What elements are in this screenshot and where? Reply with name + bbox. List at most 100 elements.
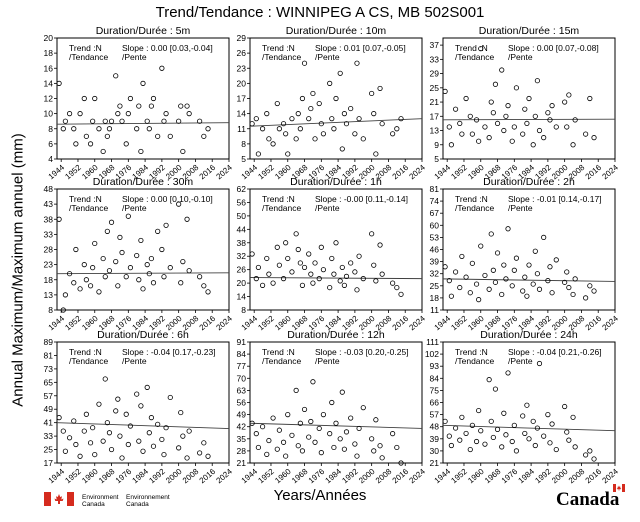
canada-fr-line: Canada — [126, 501, 149, 508]
data-point — [482, 124, 488, 130]
x-tick-label: 1992 — [340, 467, 360, 486]
data-point — [524, 293, 530, 299]
data-point — [140, 286, 146, 292]
data-point — [467, 290, 473, 296]
x-tick-label: 2024 — [600, 467, 620, 486]
slope-label-fr: /Pente — [315, 356, 340, 366]
canada-flag-icon — [44, 492, 74, 506]
data-point — [486, 286, 492, 292]
data-point — [108, 446, 115, 453]
data-point — [178, 103, 184, 109]
data-point — [486, 377, 492, 383]
data-point — [457, 284, 463, 291]
data-point — [308, 271, 314, 277]
data-point — [505, 370, 511, 376]
y-tick-label: 73 — [44, 364, 54, 374]
data-point — [333, 420, 339, 426]
data-point — [467, 446, 473, 453]
data-point — [526, 95, 532, 102]
x-tick-label: 1944 — [240, 163, 260, 182]
data-point — [180, 148, 186, 155]
environnement-fr-line: Environnement — [126, 494, 170, 501]
trend-label: Trend :N — [69, 347, 102, 357]
data-point — [205, 453, 211, 459]
slope-label: Slope : -0.03 [0.20,-0.25] — [315, 347, 409, 357]
y-tick-label: 32 — [237, 251, 247, 261]
data-point — [562, 99, 568, 105]
y-tick-label: 74 — [430, 196, 440, 206]
data-point — [115, 396, 121, 402]
data-point — [125, 111, 131, 117]
data-point — [587, 95, 593, 102]
data-point — [102, 376, 108, 382]
data-point — [390, 280, 396, 286]
data-point — [125, 213, 131, 219]
data-point — [184, 216, 190, 222]
data-point — [178, 409, 184, 416]
x-tick-label: 1968 — [97, 467, 117, 486]
y-tick-label: 26 — [237, 48, 247, 58]
slope-label-fr: /Pente — [315, 203, 340, 213]
y-tick-label: 93 — [430, 361, 440, 371]
data-point — [547, 264, 553, 270]
data-point — [264, 451, 270, 457]
data-point — [511, 422, 517, 428]
trend-line — [442, 278, 616, 282]
data-point — [293, 387, 299, 393]
data-point — [289, 269, 295, 275]
trend-line — [56, 272, 230, 275]
data-point — [503, 113, 509, 119]
y-tick-label: 81 — [430, 184, 440, 194]
y-tick-label: 5 — [434, 154, 439, 164]
panel-1: Duration/Durée : 5m194419521960196819761… — [44, 25, 235, 181]
x-tick-label: 1960 — [80, 467, 100, 486]
data-point — [60, 428, 66, 434]
x-tick-label: 1992 — [147, 467, 167, 486]
data-point — [127, 265, 134, 271]
data-point — [509, 438, 515, 445]
y-tick-label: 9 — [434, 140, 439, 150]
data-point — [96, 289, 102, 295]
data-point — [90, 425, 96, 431]
slope-label-fr: /Pente — [508, 52, 533, 62]
environment-canada-en: Environment Canada — [82, 494, 119, 508]
x-tick-label: 2024 — [407, 314, 427, 333]
data-point — [134, 391, 140, 397]
x-tick-label: 2024 — [600, 314, 620, 333]
data-point — [201, 133, 207, 139]
data-point — [113, 258, 119, 265]
data-point — [591, 456, 597, 462]
data-point — [264, 111, 270, 117]
data-point — [293, 231, 299, 237]
y-tick-label: 102 — [425, 349, 439, 359]
trend-line — [56, 122, 230, 125]
data-point — [115, 111, 121, 117]
y-tick-label: 81 — [44, 350, 54, 360]
data-point — [553, 257, 559, 263]
data-point — [270, 141, 276, 147]
data-point — [140, 448, 146, 454]
data-point — [102, 118, 108, 124]
data-point — [276, 262, 282, 268]
data-point — [144, 262, 150, 268]
y-tick-label: 33 — [430, 54, 440, 64]
data-point — [299, 282, 306, 288]
x-tick-label: 1952 — [256, 314, 276, 333]
y-tick-label: 62 — [237, 184, 247, 194]
y-tick-label: 17 — [44, 458, 54, 468]
y-tick-label: 12 — [44, 94, 54, 104]
slope-label-fr: /Pente — [508, 203, 533, 213]
y-tick-label: 49 — [44, 404, 54, 414]
data-point — [553, 124, 559, 130]
plot-frame — [442, 37, 616, 160]
data-point — [92, 240, 98, 247]
data-point — [331, 444, 337, 451]
data-point — [564, 429, 570, 435]
data-point — [343, 121, 350, 127]
data-point — [178, 280, 184, 286]
data-point — [312, 260, 318, 266]
data-point — [100, 255, 106, 262]
y-tick-label: 32 — [430, 269, 440, 279]
data-point — [532, 113, 538, 119]
y-tick-label: 10 — [44, 109, 54, 119]
